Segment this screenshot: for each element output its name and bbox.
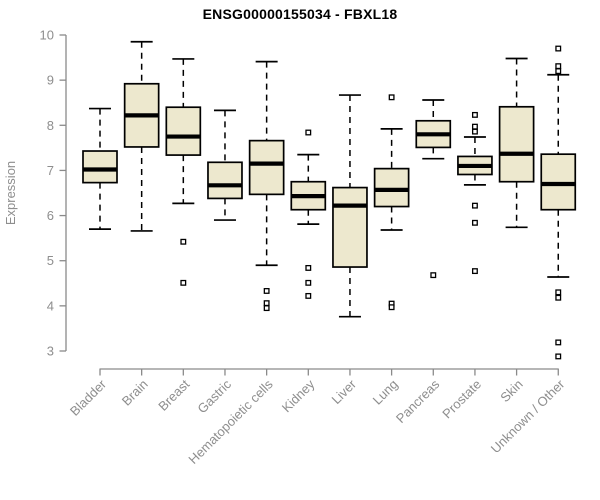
y-tick-label: 9 (47, 73, 54, 88)
box-group (290, 129, 327, 299)
box-group (415, 99, 452, 279)
iqr-box (373, 167, 410, 208)
x-tick-label: Liver (329, 376, 360, 407)
y-axis-label: Expression (3, 160, 18, 226)
outlier-point (555, 68, 562, 75)
outlier-point (388, 94, 395, 101)
outlier-point (555, 45, 562, 52)
x-tick-label: Brain (119, 377, 151, 409)
box-group (123, 40, 160, 232)
x-tick-label: Prostate (439, 377, 484, 422)
chart-title: ENSG00000155034 - FBXL18 (202, 6, 398, 22)
iqr-box (498, 105, 535, 183)
outlier-point (471, 128, 478, 135)
y-tick-label: 6 (47, 208, 54, 223)
outlier-point (180, 238, 187, 245)
y-tick-label: 4 (47, 298, 54, 313)
outlier-point (555, 353, 562, 360)
outlier-point (305, 292, 312, 299)
outlier-point (388, 304, 395, 311)
x-tick-label: Pancreas (393, 376, 443, 426)
iqr-box (165, 106, 202, 156)
box-group (165, 58, 202, 286)
y-tick-label: 7 (47, 163, 54, 178)
outlier-point (263, 288, 270, 294)
iqr-box (82, 150, 118, 184)
box-group (373, 94, 410, 311)
outlier-point (305, 279, 312, 286)
y-tick-label: 3 (47, 344, 54, 359)
outlier-point (180, 279, 187, 286)
outlier-point (555, 63, 562, 70)
box-group (248, 60, 285, 312)
outlier-point (555, 339, 562, 346)
box-group (540, 45, 577, 360)
x-tick-label: Gastric (194, 376, 234, 416)
outlier-point (471, 123, 478, 130)
x-tick-label: Skin (497, 377, 525, 405)
outlier-point (471, 111, 478, 118)
x-tick-label: Unknown / Other (488, 376, 568, 456)
box-group (82, 107, 118, 230)
box-group (457, 111, 493, 275)
outlier-point (305, 129, 312, 136)
iqr-box (248, 139, 285, 196)
x-tick-label: Bladder (67, 376, 110, 419)
outlier-point (555, 294, 562, 301)
y-axis: 3 4 5 6 7 8 9 10 (40, 28, 67, 359)
outlier-point (471, 202, 478, 209)
x-tick-label: Lung (370, 377, 401, 408)
outlier-point (430, 272, 437, 279)
y-tick-label: 8 (47, 118, 54, 133)
outlier-point (471, 268, 478, 275)
outlier-point (263, 300, 270, 307)
y-tick-label: 10 (40, 28, 54, 43)
outlier-point (555, 289, 562, 296)
x-tick-label: Breast (155, 376, 192, 413)
box-group (332, 94, 368, 318)
iqr-box (332, 186, 368, 268)
box-group (207, 109, 243, 221)
y-tick-label: 5 (47, 253, 54, 268)
outlier-point (263, 305, 270, 312)
outlier-point (305, 264, 312, 271)
x-tick-label: Kidney (279, 376, 318, 415)
box-group (498, 57, 535, 229)
iqr-box (207, 161, 243, 200)
outlier-point (471, 219, 478, 226)
